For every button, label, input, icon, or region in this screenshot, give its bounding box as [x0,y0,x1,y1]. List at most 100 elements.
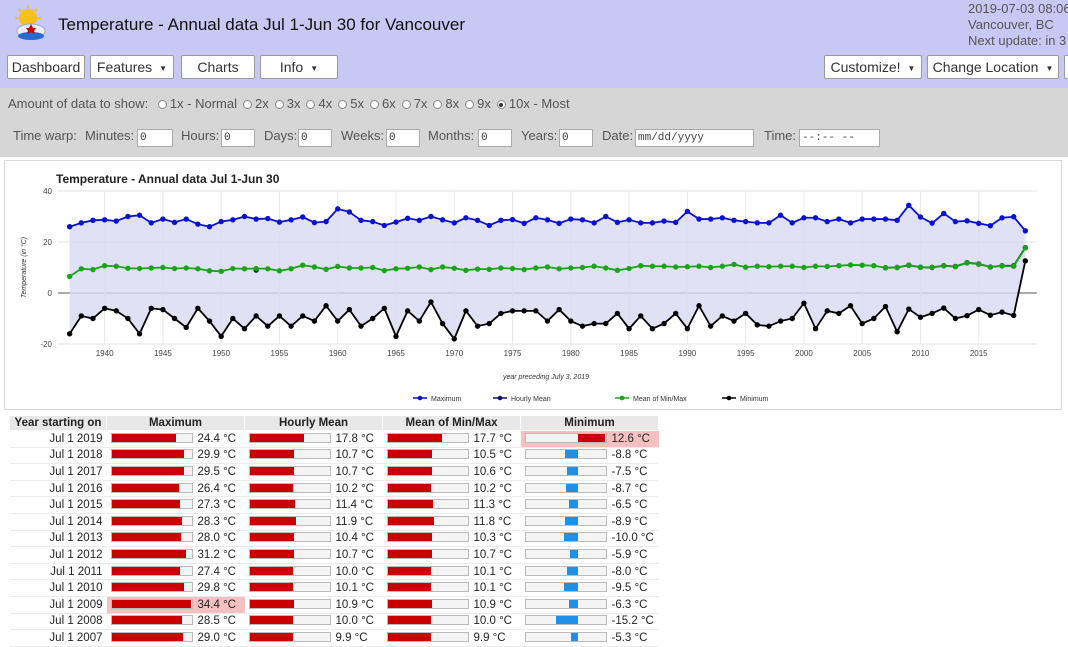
amount-option[interactable]: 3x [269,96,300,111]
header-mean-minmax[interactable]: Mean of Min/Max [382,415,521,431]
data-point [404,215,411,221]
change-location-button[interactable]: Change Location ▼ [927,55,1059,79]
amount-option[interactable]: 6x [364,96,396,111]
data-point [125,315,131,322]
cell-minimum: -8.9 °C [520,513,659,531]
features-menu-button[interactable]: Features ▼ [90,55,174,79]
data-point [113,308,119,314]
data-point [871,315,877,322]
x-tick-label: 1965 [387,349,405,358]
data-point [78,266,85,272]
radio-button[interactable] [465,100,475,109]
data-point [183,216,189,222]
hours-input[interactable]: 0 [221,129,255,147]
x-tick-label: 1990 [678,349,696,358]
data-point [218,218,224,225]
cell-minimum: -8.0 °C [520,563,659,581]
days-input[interactable]: 0 [298,129,332,147]
header-minimum[interactable]: Minimum [520,415,659,431]
amount-option[interactable]: 2x [237,96,269,111]
value-bar [248,449,331,460]
data-point [777,263,784,269]
radio-button[interactable] [496,100,506,109]
minutes-input[interactable]: 0 [137,129,173,147]
data-point [428,299,434,305]
charts-button[interactable]: Charts [181,55,255,79]
value-bar-fill [111,500,181,509]
data-point [171,265,178,272]
amount-option[interactable]: 4x [300,96,332,111]
header-maximum[interactable]: Maximum [106,415,245,431]
cell-hourly-mean: 10.0 °C [244,613,383,631]
amount-option[interactable]: 8x [427,96,459,111]
value-bar [248,532,331,543]
data-point [579,323,586,329]
value-bar-fill [387,450,432,459]
date-input[interactable]: mm/dd/yyyy [635,129,754,147]
months-input[interactable]: 0 [478,129,512,147]
value-bar [524,548,607,559]
amount-option[interactable]: 10x - Most [491,96,570,111]
info-menu-button[interactable]: Info ▼ [260,55,338,79]
overflow-button[interactable] [1064,55,1068,79]
data-point [509,265,516,272]
value-bar-fill [249,483,294,492]
value-bar-fill [111,566,181,575]
data-point [148,265,154,271]
value-bar [110,598,193,609]
years-input[interactable]: 0 [559,129,593,147]
value-bar-fill [556,616,579,625]
data-point [253,265,259,272]
amount-option[interactable]: 9x [459,96,491,111]
data-point [253,216,259,222]
data-point [439,320,446,327]
cell-minimum: -15.2 °C [520,613,659,631]
radio-button[interactable] [401,100,411,109]
data-point [707,216,714,222]
status-info: 2019-07-03 08:06 Vancouver, BC Next upda… [968,1,1068,49]
data-point [696,303,702,309]
value-text: 10.1 °C [473,565,512,578]
data-point [136,212,143,218]
controls-panel [0,88,1068,157]
cell-maximum: 28.5 °C [106,613,245,631]
x-tick-label: 1940 [96,349,114,358]
value-bar [386,449,469,460]
radio-button[interactable] [243,100,253,109]
radio-button[interactable] [369,100,379,109]
value-bar-fill [111,483,179,492]
value-bar [248,465,331,476]
value-bar-fill [387,549,433,558]
data-point [742,218,749,225]
data-point [731,318,737,324]
data-point [626,265,632,272]
data-point [568,265,574,271]
amount-option[interactable]: 7x [396,96,427,111]
data-point [684,208,691,215]
weeks-input[interactable]: 0 [386,129,420,147]
data-point [696,216,702,222]
data-point [626,217,632,223]
radio-button[interactable] [157,100,167,109]
radio-button[interactable] [338,100,348,109]
customize-menu-button[interactable]: Customize! ▼ [824,55,922,79]
time-input[interactable]: --:-- -- [799,129,880,147]
radio-button[interactable] [433,100,443,109]
value-text: 10.4 °C [335,532,374,545]
data-point [766,220,772,226]
amount-option[interactable]: 1x - Normal [152,96,237,111]
radio-button[interactable] [274,100,284,109]
value-bar-fill [387,566,432,575]
dashboard-button[interactable]: Dashboard [7,55,85,79]
value-bar-fill [387,483,432,492]
data-point [288,217,294,223]
header-hourly-mean[interactable]: Hourly Mean [244,415,383,431]
amount-option[interactable]: 5x [332,96,364,111]
value-bar [524,449,607,460]
data-point [789,315,795,322]
data-point [323,218,329,225]
radio-button[interactable] [306,100,316,109]
data-point [335,206,341,212]
data-point [509,308,516,314]
data-point [521,308,527,314]
